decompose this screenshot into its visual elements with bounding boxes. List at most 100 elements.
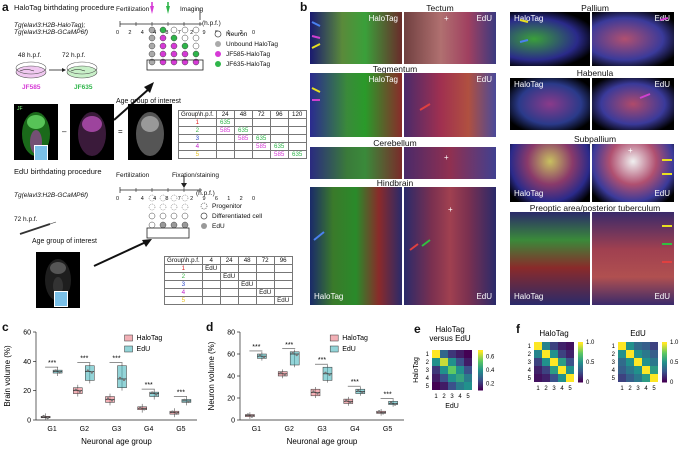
heatmap-title: HaloTag [539,329,568,338]
heatmap-cell [558,374,566,382]
panel-letter-f: f [516,322,520,336]
y-tick-label: 1 [612,344,616,350]
legend-swatch [329,334,339,342]
y-tick-label: 3 [612,360,616,366]
x-tick-label: 3 [450,394,454,400]
y-tick-label: 0 [231,418,235,425]
colorbar-segment [662,364,667,367]
significance-marker: *** [252,344,260,351]
heatmap-cell [448,382,456,390]
data-point [389,401,393,404]
heatmap-cell [566,350,574,358]
edu-timeline [119,176,202,239]
halotag-image-right [70,104,114,160]
heatmap-cell [650,342,658,350]
colorbar-segment [662,370,667,373]
y-tick-label: 80 [227,330,235,337]
legend-differentiated: Differentiated cell [212,213,263,220]
heatmap-cell [456,382,464,390]
heatmap-cell [456,358,464,366]
heatmap-cell [534,342,542,350]
tectum-halotag-image: HaloTag [310,12,402,64]
x-tick-label: G1 [252,426,261,433]
heatmap-cell [448,366,456,374]
data-point [90,371,94,374]
y-axis-label: HaloTag [413,357,420,383]
data-point [349,401,352,404]
cell-dot [170,34,178,42]
heatmap-cell [464,358,472,366]
heatmap-cell [534,366,542,374]
subpallium-edu-image: EdU + [592,144,674,202]
heatmap-cell [642,358,650,366]
panel-letter-c: c [2,320,9,334]
fish-orientation-icon [34,145,48,161]
box-edu [289,351,300,366]
box-edu [149,391,159,397]
colorbar-segment [478,362,483,365]
subpallium-halotag-image: HaloTag [510,144,590,202]
heatmap-cell [432,382,440,390]
colorbar-segment [478,352,483,355]
heatmap-title: HaloTag [435,325,464,334]
heatmap-cell [456,366,464,374]
heatmap-cell [634,358,642,366]
x-tick-label: 2 [628,386,632,392]
colorbar-segment [478,356,483,359]
y-axis-label: Neuron volume (%) [207,341,216,410]
heatmap-cell [534,358,542,366]
x-tick-label: 1 [536,386,540,392]
colorbar-label: 1.0 [586,340,595,346]
cell-dot [148,26,156,34]
cell-dot [148,58,156,66]
cell-dot [148,50,156,58]
colorbar-segment [578,364,583,367]
y-tick-label: 2 [426,360,430,366]
heatmap-cell [542,366,550,374]
edu-arrow-to-table [93,239,152,267]
edu-legend-markers [200,202,208,229]
cell-dot [181,26,189,34]
colorbar-segment [662,358,667,361]
heatmap-cell [440,374,448,382]
colorbar-label: 0 [586,380,590,386]
x-tick-label: 4 [458,394,462,400]
heatmap-cell [448,350,456,358]
colorbar-segment [662,376,667,379]
heatmap-cell [558,350,566,358]
colorbar-segment [662,366,667,369]
box-edu [388,401,398,405]
data-point [328,373,331,376]
data-point [74,388,78,391]
colorbar-segment [478,372,483,375]
heatmap-cell [558,358,566,366]
colorbar-segment [478,358,483,361]
colorbar-segment [578,366,583,369]
fixation-label: Fixation/staining [172,172,219,179]
heatmap-cell [618,358,626,366]
legend-progenitor: Progenitor [212,203,242,210]
colorbar-segment [662,360,667,363]
y-axis-label: Brain volume (%) [3,345,12,407]
colorbar-label: 0.6 [486,355,495,361]
heatmap-cell [650,358,658,366]
edu-cell-dot [148,194,156,202]
heatmap-cell [650,374,658,382]
panel-letter-a: a [2,0,9,14]
heatmap-cell [456,350,464,358]
cell-dot [181,42,189,50]
colorbar-label: 0.4 [486,368,495,374]
heatmap-cell [642,374,650,382]
edu-time-72hpf: 72 h.p.f. [14,216,38,223]
habenula-halotag-image: HaloTag [510,78,590,130]
edu-cell-dot [159,212,167,220]
colorbar-segment [578,346,583,349]
tegmentum-edu-image: EdU [404,73,496,137]
colorbar-segment [478,376,483,379]
y-tick-label: 5 [528,376,532,382]
heatmap-cell [432,358,440,366]
significance-marker: *** [145,382,153,389]
heatmap-title: EdU [630,329,646,338]
cerebellum-edu-image: + [404,147,496,179]
y-tick-label: 3 [426,368,430,374]
